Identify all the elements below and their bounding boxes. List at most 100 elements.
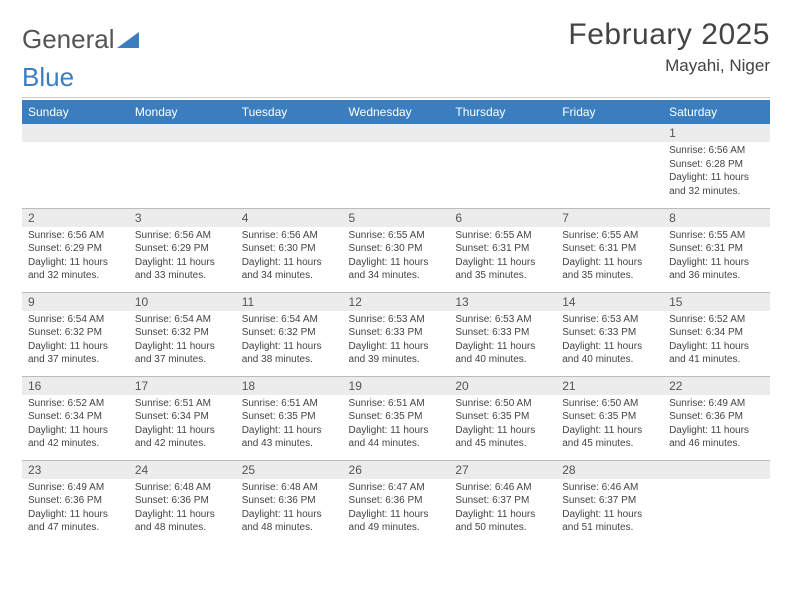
calendar-cell: 14Sunrise: 6:53 AMSunset: 6:33 PMDayligh…: [556, 292, 663, 376]
sunset: Sunset: 6:30 PM: [242, 242, 337, 256]
daylight: Daylight: 11 hours and 32 minutes.: [669, 171, 764, 198]
sunrise: Sunrise: 6:56 AM: [669, 144, 764, 158]
day-number: 11: [236, 293, 343, 311]
day-number: 19: [343, 377, 450, 395]
day-number: [236, 124, 343, 142]
day-details: Sunrise: 6:53 AMSunset: 6:33 PMDaylight:…: [556, 311, 663, 371]
sunrise: Sunrise: 6:56 AM: [28, 229, 123, 243]
day-number: 13: [449, 293, 556, 311]
sunrise: Sunrise: 6:49 AM: [669, 397, 764, 411]
daylight: Daylight: 11 hours and 34 minutes.: [242, 256, 337, 283]
calendar-cell: [236, 124, 343, 208]
daylight: Daylight: 11 hours and 33 minutes.: [135, 256, 230, 283]
sunrise: Sunrise: 6:54 AM: [28, 313, 123, 327]
calendar-cell: [449, 124, 556, 208]
calendar-cell: 27Sunrise: 6:46 AMSunset: 6:37 PMDayligh…: [449, 460, 556, 544]
daylight: Daylight: 11 hours and 48 minutes.: [242, 508, 337, 535]
daylight: Daylight: 11 hours and 43 minutes.: [242, 424, 337, 451]
day-details: Sunrise: 6:55 AMSunset: 6:31 PMDaylight:…: [556, 227, 663, 287]
day-number: 10: [129, 293, 236, 311]
sunrise: Sunrise: 6:55 AM: [562, 229, 657, 243]
sunset: Sunset: 6:37 PM: [562, 494, 657, 508]
calendar-table: Sunday Monday Tuesday Wednesday Thursday…: [22, 100, 770, 544]
day-details: Sunrise: 6:51 AMSunset: 6:35 PMDaylight:…: [343, 395, 450, 455]
day-details: Sunrise: 6:53 AMSunset: 6:33 PMDaylight:…: [449, 311, 556, 371]
sunrise: Sunrise: 6:48 AM: [242, 481, 337, 495]
col-tuesday: Tuesday: [236, 100, 343, 124]
day-number: [22, 124, 129, 142]
day-number: 26: [343, 461, 450, 479]
calendar-cell: 11Sunrise: 6:54 AMSunset: 6:32 PMDayligh…: [236, 292, 343, 376]
sunrise: Sunrise: 6:54 AM: [242, 313, 337, 327]
daylight: Daylight: 11 hours and 32 minutes.: [28, 256, 123, 283]
sunset: Sunset: 6:29 PM: [135, 242, 230, 256]
month-title: February 2025: [568, 18, 770, 52]
calendar-cell: 3Sunrise: 6:56 AMSunset: 6:29 PMDaylight…: [129, 208, 236, 292]
day-number: 27: [449, 461, 556, 479]
day-details: Sunrise: 6:49 AMSunset: 6:36 PMDaylight:…: [22, 479, 129, 539]
sunrise: Sunrise: 6:53 AM: [562, 313, 657, 327]
daylight: Daylight: 11 hours and 46 minutes.: [669, 424, 764, 451]
sunrise: Sunrise: 6:56 AM: [135, 229, 230, 243]
daylight: Daylight: 11 hours and 41 minutes.: [669, 340, 764, 367]
day-number: 5: [343, 209, 450, 227]
sunset: Sunset: 6:31 PM: [669, 242, 764, 256]
calendar-row: 9Sunrise: 6:54 AMSunset: 6:32 PMDaylight…: [22, 292, 770, 376]
day-details: Sunrise: 6:49 AMSunset: 6:36 PMDaylight:…: [663, 395, 770, 455]
daylight: Daylight: 11 hours and 35 minutes.: [562, 256, 657, 283]
sunrise: Sunrise: 6:47 AM: [349, 481, 444, 495]
calendar-row: 16Sunrise: 6:52 AMSunset: 6:34 PMDayligh…: [22, 376, 770, 460]
day-number: 17: [129, 377, 236, 395]
day-details: Sunrise: 6:54 AMSunset: 6:32 PMDaylight:…: [236, 311, 343, 371]
sunset: Sunset: 6:33 PM: [349, 326, 444, 340]
sunset: Sunset: 6:36 PM: [28, 494, 123, 508]
calendar-cell: 19Sunrise: 6:51 AMSunset: 6:35 PMDayligh…: [343, 376, 450, 460]
sunset: Sunset: 6:33 PM: [455, 326, 550, 340]
logo: General: [22, 18, 139, 55]
day-details: Sunrise: 6:54 AMSunset: 6:32 PMDaylight:…: [22, 311, 129, 371]
calendar-cell: 1Sunrise: 6:56 AMSunset: 6:28 PMDaylight…: [663, 124, 770, 208]
sunrise: Sunrise: 6:56 AM: [242, 229, 337, 243]
sunset: Sunset: 6:33 PM: [562, 326, 657, 340]
daylight: Daylight: 11 hours and 35 minutes.: [455, 256, 550, 283]
calendar-cell: 16Sunrise: 6:52 AMSunset: 6:34 PMDayligh…: [22, 376, 129, 460]
day-details: Sunrise: 6:51 AMSunset: 6:35 PMDaylight:…: [236, 395, 343, 455]
calendar-cell: 21Sunrise: 6:50 AMSunset: 6:35 PMDayligh…: [556, 376, 663, 460]
logo-triangle-icon: [117, 24, 139, 55]
col-sunday: Sunday: [22, 100, 129, 124]
sunrise: Sunrise: 6:52 AM: [28, 397, 123, 411]
sunset: Sunset: 6:34 PM: [28, 410, 123, 424]
day-details: Sunrise: 6:54 AMSunset: 6:32 PMDaylight:…: [129, 311, 236, 371]
location: Mayahi, Niger: [568, 56, 770, 76]
sunset: Sunset: 6:31 PM: [562, 242, 657, 256]
sunset: Sunset: 6:34 PM: [669, 326, 764, 340]
sunset: Sunset: 6:37 PM: [455, 494, 550, 508]
daylight: Daylight: 11 hours and 48 minutes.: [135, 508, 230, 535]
daylight: Daylight: 11 hours and 51 minutes.: [562, 508, 657, 535]
day-details: Sunrise: 6:56 AMSunset: 6:29 PMDaylight:…: [22, 227, 129, 287]
day-details: Sunrise: 6:52 AMSunset: 6:34 PMDaylight:…: [663, 311, 770, 371]
calendar-cell: 8Sunrise: 6:55 AMSunset: 6:31 PMDaylight…: [663, 208, 770, 292]
day-number: [449, 124, 556, 142]
day-details: Sunrise: 6:56 AMSunset: 6:29 PMDaylight:…: [129, 227, 236, 287]
daylight: Daylight: 11 hours and 45 minutes.: [562, 424, 657, 451]
daylight: Daylight: 11 hours and 39 minutes.: [349, 340, 444, 367]
day-details: Sunrise: 6:48 AMSunset: 6:36 PMDaylight:…: [129, 479, 236, 539]
calendar-cell: 6Sunrise: 6:55 AMSunset: 6:31 PMDaylight…: [449, 208, 556, 292]
day-number: [129, 124, 236, 142]
calendar-cell: 22Sunrise: 6:49 AMSunset: 6:36 PMDayligh…: [663, 376, 770, 460]
day-details: Sunrise: 6:50 AMSunset: 6:35 PMDaylight:…: [449, 395, 556, 455]
daylight: Daylight: 11 hours and 34 minutes.: [349, 256, 444, 283]
day-number: 6: [449, 209, 556, 227]
sunrise: Sunrise: 6:50 AM: [455, 397, 550, 411]
daylight: Daylight: 11 hours and 37 minutes.: [135, 340, 230, 367]
sunset: Sunset: 6:35 PM: [562, 410, 657, 424]
calendar-cell: 12Sunrise: 6:53 AMSunset: 6:33 PMDayligh…: [343, 292, 450, 376]
calendar-cell: 24Sunrise: 6:48 AMSunset: 6:36 PMDayligh…: [129, 460, 236, 544]
calendar-cell: [343, 124, 450, 208]
daylight: Daylight: 11 hours and 49 minutes.: [349, 508, 444, 535]
day-number: 9: [22, 293, 129, 311]
day-details: Sunrise: 6:55 AMSunset: 6:31 PMDaylight:…: [663, 227, 770, 287]
sunset: Sunset: 6:35 PM: [349, 410, 444, 424]
sunset: Sunset: 6:29 PM: [28, 242, 123, 256]
